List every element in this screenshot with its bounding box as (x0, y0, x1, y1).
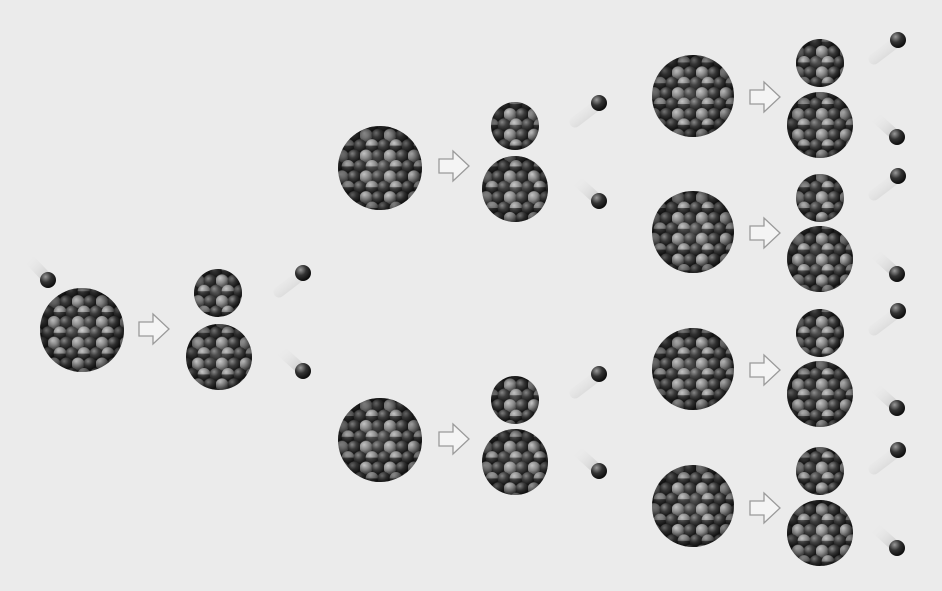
nucleus (652, 191, 734, 273)
fragment-large (482, 429, 548, 495)
nucleus (652, 465, 734, 547)
fragment-small (796, 309, 844, 357)
nucleus (40, 288, 124, 372)
neutron (569, 95, 607, 128)
arrow (749, 80, 781, 114)
arrow (138, 312, 170, 346)
fragment-small (796, 39, 844, 87)
fragment-small (796, 447, 844, 495)
neutron (868, 168, 906, 201)
neutron (273, 265, 311, 298)
fragment-small (491, 376, 539, 424)
nucleus (338, 398, 422, 482)
fragment-small (796, 174, 844, 222)
nucleus (338, 126, 422, 210)
arrow (749, 353, 781, 387)
neutron (868, 32, 906, 65)
incoming-neutron (22, 252, 56, 288)
fragment-large (787, 92, 853, 158)
neutron (570, 444, 607, 479)
fragment-large (787, 226, 853, 292)
neutron (570, 174, 607, 209)
fragment-large (482, 156, 548, 222)
fragment-large (787, 500, 853, 566)
fragment-large (787, 361, 853, 427)
neutron (868, 247, 905, 282)
fragment-small (194, 269, 242, 317)
neutron (569, 366, 607, 399)
arrow (749, 491, 781, 525)
neutron (868, 110, 905, 145)
neutron (868, 442, 906, 475)
neutron (868, 303, 906, 336)
arrow (438, 422, 470, 456)
fragment-large (186, 324, 252, 390)
neutron (868, 381, 905, 416)
neutron (274, 344, 311, 379)
neutron (868, 521, 905, 556)
nucleus (652, 328, 734, 410)
arrow (438, 149, 470, 183)
fragment-small (491, 102, 539, 150)
nucleus (652, 55, 734, 137)
arrow (749, 216, 781, 250)
